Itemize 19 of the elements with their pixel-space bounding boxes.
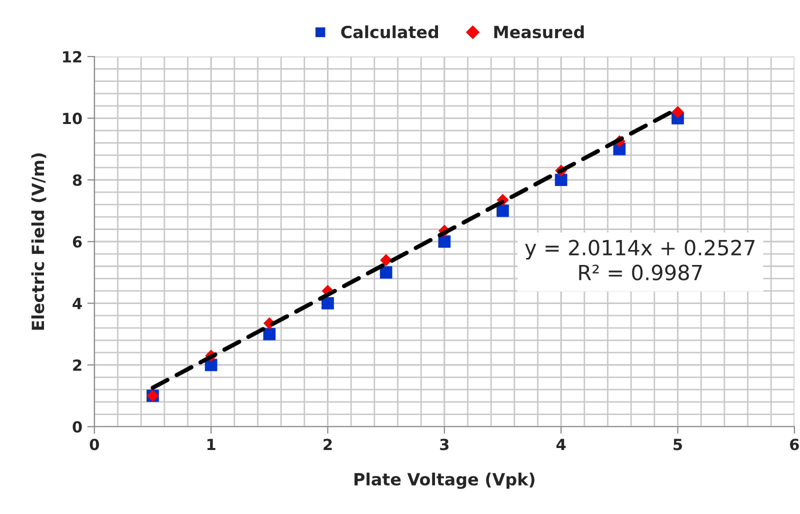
y-tick-label: 6 — [72, 236, 82, 248]
y-tick-label: 0 — [72, 421, 82, 433]
x-axis-title: Plate Voltage (Vpk) — [354, 472, 534, 489]
y-tick-label: 12 — [63, 51, 82, 62]
y-tick-label: 2 — [73, 359, 82, 371]
x-tick-label: 3 — [440, 438, 448, 450]
legend-label: Calculated — [341, 25, 438, 38]
y-tick-label: 4 — [72, 298, 82, 310]
x-tick-label: 4 — [556, 438, 566, 450]
x-tick-label: 0 — [90, 438, 99, 450]
x-tick-label: 5 — [674, 438, 682, 450]
y-tick-label: 10 — [63, 112, 82, 124]
y-tick-label: 8 — [72, 174, 82, 186]
y-axis-title: Electric Field (V/m) — [31, 153, 46, 330]
legend-label: Measured — [494, 25, 584, 38]
x-tick-label: 2 — [324, 438, 332, 450]
annotation: y = 2.0114x + 0.2527 R² = 0.9987 — [525, 240, 755, 280]
x-tick-label: 6 — [790, 438, 799, 450]
x-tick-label: 1 — [207, 438, 216, 450]
